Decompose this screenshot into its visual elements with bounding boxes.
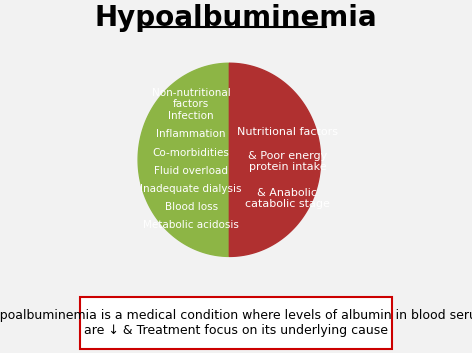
Text: Co-morbidities: Co-morbidities <box>153 148 230 157</box>
Text: Metabolic acidosis: Metabolic acidosis <box>143 220 239 230</box>
Polygon shape <box>229 63 320 256</box>
Text: Hypoalbuminemia is a medical condition where levels of albumin in blood serum
ar: Hypoalbuminemia is a medical condition w… <box>0 309 472 337</box>
Text: Blood loss: Blood loss <box>165 202 218 212</box>
Polygon shape <box>138 63 229 256</box>
Text: & Anabolic
catabolic stage: & Anabolic catabolic stage <box>245 188 330 209</box>
Text: Hypoalbuminemia: Hypoalbuminemia <box>95 4 377 31</box>
FancyBboxPatch shape <box>80 297 392 349</box>
Text: & Poor energy
protein intake: & Poor energy protein intake <box>248 151 327 172</box>
Text: Non-nutritional
factors: Non-nutritional factors <box>152 88 231 109</box>
Text: Fluid overload: Fluid overload <box>154 166 228 175</box>
Text: Nutritional factors: Nutritional factors <box>237 127 338 137</box>
Text: Infection: Infection <box>169 112 214 121</box>
Text: Inadequate dialysis: Inadequate dialysis <box>141 184 242 194</box>
Text: Inflammation: Inflammation <box>156 130 226 139</box>
